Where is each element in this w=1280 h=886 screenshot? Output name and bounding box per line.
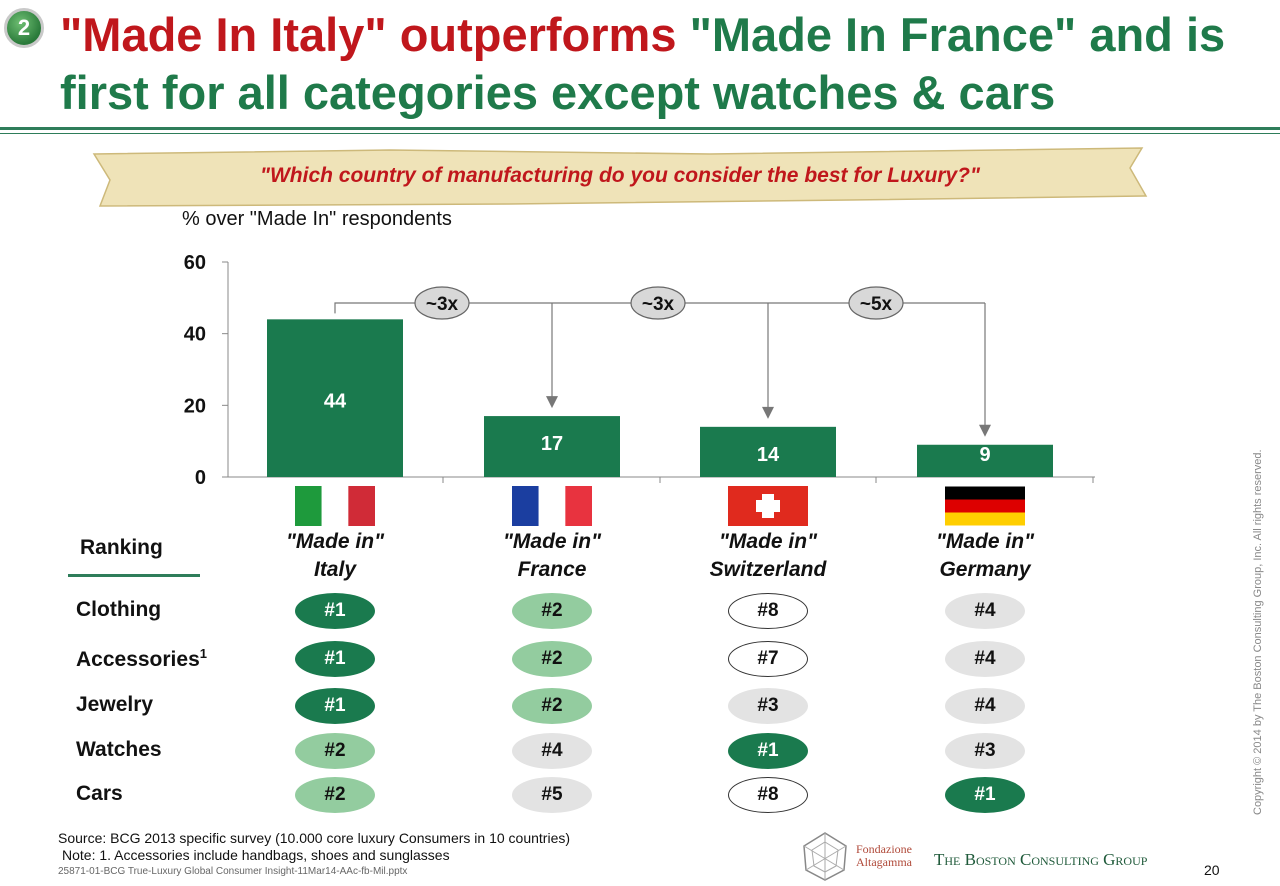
bar-value-label: 17 <box>541 433 563 455</box>
column-label: "Made in" Italy <box>235 528 435 584</box>
footnote-marker: 1 <box>199 646 207 661</box>
title-divider <box>0 127 1280 130</box>
title-green-part: "Made In France" and is first for all ca… <box>60 8 1226 119</box>
ratio-bubble <box>414 286 470 320</box>
rank-badge: #1 <box>295 593 375 629</box>
rank-badge: #2 <box>295 733 375 769</box>
bar <box>267 319 403 477</box>
ratio-label: ~3x <box>642 294 675 315</box>
column-label: "Made in" Germany <box>885 528 1085 584</box>
arrow-head <box>546 396 558 409</box>
rank-badge: #5 <box>512 777 592 813</box>
ranking-category: Accessories <box>76 648 200 671</box>
rank-badge: #1 <box>295 641 375 677</box>
survey-question: "Which country of manufacturing do you c… <box>260 164 980 187</box>
rank-badge: #4 <box>945 688 1025 724</box>
column-label-line1: "Made in" <box>502 530 602 553</box>
bar-value-label: 14 <box>757 444 780 466</box>
altagamma-line1: Fondazione <box>856 842 912 856</box>
column-label-line1: "Made in" <box>718 530 818 553</box>
bar-value-label: 44 <box>324 390 347 412</box>
ranking-row-label: Accessories1 <box>76 646 207 672</box>
y-tick-label: 40 <box>184 324 206 346</box>
column-label: "Made in" Switzerland <box>668 528 868 584</box>
page-number: 20 <box>1204 862 1220 878</box>
y-tick-label: 20 <box>184 395 206 417</box>
rank-badge: #1 <box>728 733 808 769</box>
bar <box>700 426 836 477</box>
switzerland-flag-icon <box>728 486 808 526</box>
ranking-row-label: Watches <box>76 738 162 762</box>
source-note: Source: BCG 2013 specific survey (10.000… <box>58 830 570 864</box>
column-label-line1: "Made in" <box>285 530 385 553</box>
rank-badge: #8 <box>728 593 808 629</box>
bar-value-label: 9 <box>979 444 990 466</box>
rank-badge: #2 <box>512 688 592 724</box>
ranking-heading: Ranking <box>80 536 163 559</box>
rank-badge: #1 <box>945 777 1025 813</box>
column-label: "Made in" France <box>452 528 652 584</box>
arrow-head <box>762 406 774 419</box>
ranking-row-label: Jewelry <box>76 693 153 717</box>
column-label-country: Switzerland <box>709 558 827 581</box>
column-label-country: France <box>517 558 587 581</box>
column-label-country: Italy <box>313 558 357 581</box>
column-label-country: Germany <box>939 558 1031 581</box>
title-divider-thin <box>0 133 1280 134</box>
copyright-notice: Copyright © 2014 by The Boston Consultin… <box>1252 449 1264 815</box>
y-tick-label: 0 <box>195 467 206 489</box>
rank-badge: #8 <box>728 777 808 813</box>
bar <box>484 416 620 477</box>
column-label-line1: "Made in" <box>935 530 1035 553</box>
ranking-category: Clothing <box>76 598 162 621</box>
rank-badge: #7 <box>728 641 808 677</box>
rank-badge: #3 <box>945 733 1025 769</box>
ranking-row-label: Cars <box>76 782 123 806</box>
bar <box>917 444 1053 477</box>
altagamma-logo-text: Fondazione Altagamma <box>856 843 912 869</box>
bcg-logo-text: The Boston Consulting Group <box>934 850 1148 869</box>
page-title: "Made In Italy" outperforms "Made In Fra… <box>60 6 1260 122</box>
ranking-category: Watches <box>76 738 162 761</box>
ratio-bubble <box>630 286 686 320</box>
ranking-category: Cars <box>76 782 123 805</box>
rank-badge: #2 <box>512 641 592 677</box>
section-number-badge: 2 <box>4 8 44 48</box>
source-line: Source: BCG 2013 specific survey (10.000… <box>58 830 571 846</box>
arrow-head <box>979 424 991 437</box>
altagamma-logo-icon <box>803 832 847 881</box>
ranking-category: Jewelry <box>76 693 154 716</box>
ratio-label: ~5x <box>860 294 893 315</box>
ratio-label: ~3x <box>426 294 459 315</box>
rank-badge: #1 <box>295 688 375 724</box>
rank-badge: #4 <box>945 641 1025 677</box>
title-red-part: "Made In Italy" outperforms <box>60 8 677 61</box>
ratio-bubble <box>848 286 904 320</box>
unit-label: % over "Made In" respondents <box>182 208 452 230</box>
altagamma-line2: Altagamma <box>856 855 912 869</box>
question-scroll-banner <box>92 147 1148 207</box>
italy-flag-icon <box>295 486 375 526</box>
file-name: 25871-01-BCG True-Luxury Global Consumer… <box>58 866 408 877</box>
rank-badge: #4 <box>945 593 1025 629</box>
bar-chart: 0 20 40 60 44 17 14 9 ~3x ~3x ~5x <box>184 252 1095 489</box>
rank-badge: #2 <box>512 593 592 629</box>
rank-badge: #3 <box>728 688 808 724</box>
rank-badge: #2 <box>295 777 375 813</box>
ranking-row-label: Clothing <box>76 598 161 622</box>
ranking-underline <box>68 574 200 577</box>
germany-flag-icon <box>945 486 1025 526</box>
rank-badge: #4 <box>512 733 592 769</box>
footnote-line: Note: 1. Accessories include handbags, s… <box>62 847 450 863</box>
france-flag-icon <box>512 486 592 526</box>
y-tick-label: 60 <box>184 252 206 274</box>
